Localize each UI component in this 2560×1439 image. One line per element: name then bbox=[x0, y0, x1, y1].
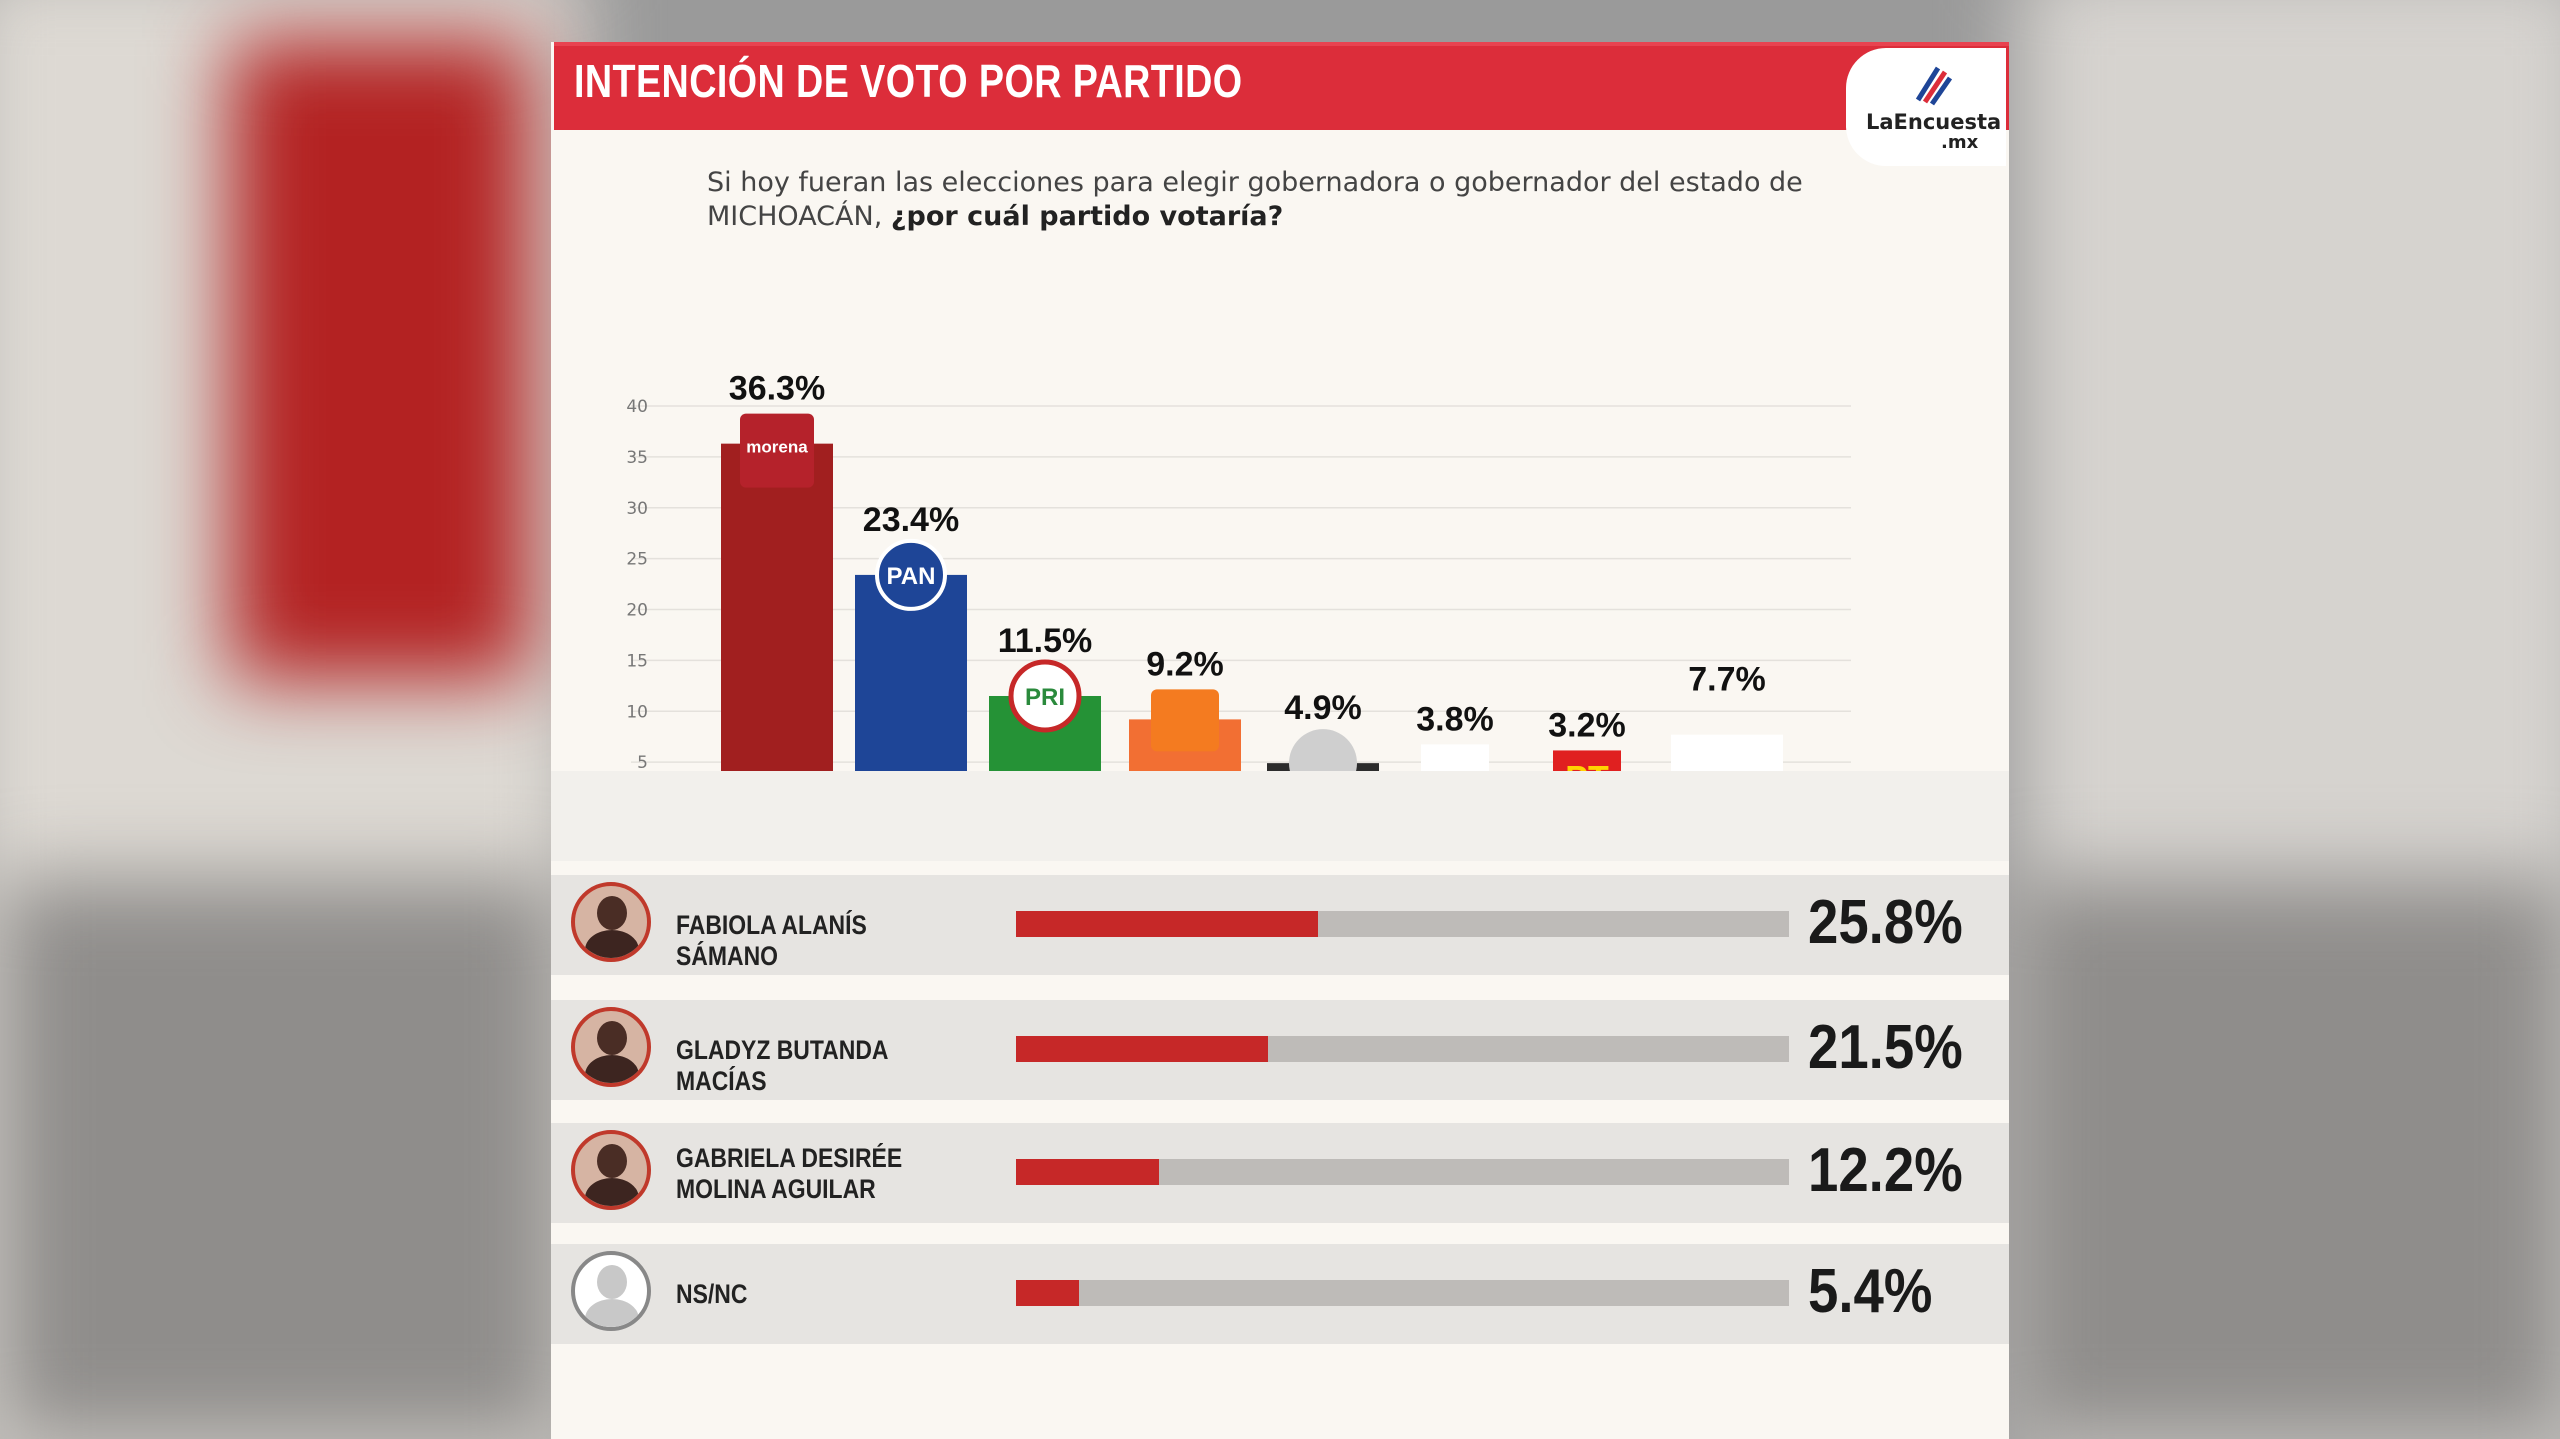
candidate-percentage: 21.5% bbox=[1808, 1013, 1963, 1082]
bar-morena bbox=[721, 443, 833, 812]
bar-value-label: 11.5% bbox=[998, 622, 1093, 660]
candidate-bar-fill bbox=[1016, 1280, 1080, 1306]
pri-logo-icon bbox=[1008, 659, 1082, 733]
bar-value-label: 4.9% bbox=[1284, 689, 1362, 727]
candidate-bar-track bbox=[1016, 1159, 1789, 1185]
candidate-percentage: 12.2% bbox=[1808, 1136, 1963, 1205]
party-logo-text: PAN bbox=[887, 563, 936, 590]
candidate-name: NS/NC bbox=[676, 1279, 748, 1309]
party-logo-text: morena bbox=[746, 438, 808, 457]
candidate-row: GABRIELA DESIRÉE MOLINA AGUILAR 12.2% bbox=[551, 1123, 2009, 1223]
candidate-row: FABIOLA ALANÍS SÁMANO 25.8% bbox=[551, 875, 2009, 975]
pan-logo-icon bbox=[875, 538, 947, 611]
bar-value-label: 3.2% bbox=[1548, 706, 1626, 744]
candidate-avatar bbox=[571, 882, 651, 962]
bar-value-label: 36.3% bbox=[729, 370, 825, 408]
party-logo-text: PRI bbox=[1025, 684, 1065, 711]
party-bar-chart: 5 10 15 20 25 30 35 40 36.3% 23.4% 11.5% 9.2% 4.9% 3.… bbox=[626, 370, 1851, 812]
candidate-name: GLADYZ BUTANDA MACÍAS bbox=[676, 1035, 888, 1096]
y-tick-label: 25 bbox=[626, 550, 648, 570]
candidate-row: NS/NC 5.4% bbox=[551, 1244, 2009, 1344]
candidate-avatar bbox=[571, 1007, 651, 1087]
candidate-percentage: 5.4% bbox=[1808, 1257, 1933, 1326]
candidate-bar-fill bbox=[1016, 1036, 1268, 1062]
candidate-name: GABRIELA DESIRÉE MOLINA AGUILAR bbox=[676, 1143, 903, 1204]
y-tick-label: 40 bbox=[626, 397, 648, 417]
bar-value-label: 3.8% bbox=[1416, 700, 1494, 738]
y-tick-label: 15 bbox=[626, 651, 648, 671]
bar-value-label: 23.4% bbox=[863, 501, 959, 539]
y-tick-label: 5 bbox=[637, 753, 648, 773]
candidate-bar-track bbox=[1016, 911, 1789, 937]
separator-band bbox=[551, 771, 2009, 861]
logo-mark-icon bbox=[1915, 66, 1953, 106]
candidate-bar-fill bbox=[1016, 1159, 1159, 1185]
candidate-row: GLADYZ BUTANDA MACÍAS 21.5% bbox=[551, 1000, 2009, 1100]
logo-suffix: .mx bbox=[1941, 132, 1979, 153]
question-text: Si hoy fueran las elecciones para elegir… bbox=[707, 167, 1803, 232]
candidate-percentage: 25.8% bbox=[1808, 888, 1963, 957]
header-banner: INTENCIÓN DE VOTO POR PARTIDO bbox=[554, 42, 2009, 130]
candidate-bar-fill bbox=[1016, 911, 1319, 937]
candidate-bar-track bbox=[1016, 1036, 1789, 1062]
laencuesta-logo: LaEncuesta .mx bbox=[1846, 48, 2006, 166]
candidate-bar-track bbox=[1016, 1280, 1789, 1306]
survey-question: Si hoy fueran las elecciones para elegir… bbox=[707, 166, 1927, 234]
y-tick-label: 20 bbox=[626, 601, 648, 621]
poll-card: INTENCIÓN DE VOTO POR PARTIDO LaEncuesta… bbox=[551, 42, 2009, 1439]
bar-value-label: 7.7% bbox=[1688, 661, 1766, 699]
morena-logo-icon bbox=[740, 413, 814, 488]
unknown-person-icon bbox=[571, 1251, 651, 1331]
candidate-name: FABIOLA ALANÍS SÁMANO bbox=[676, 910, 867, 971]
question-bold: ¿por cuál partido votaría? bbox=[890, 201, 1284, 232]
logo-text: LaEncuesta bbox=[1866, 110, 2002, 134]
bar-value-label: 9.2% bbox=[1146, 645, 1224, 683]
y-tick-label: 30 bbox=[626, 499, 648, 519]
mc-logo-icon bbox=[1151, 689, 1219, 752]
y-tick-label: 35 bbox=[626, 448, 648, 468]
header-title: INTENCIÓN DE VOTO POR PARTIDO bbox=[574, 55, 1243, 107]
y-tick-label: 10 bbox=[626, 702, 648, 722]
candidate-avatar bbox=[571, 1130, 651, 1210]
